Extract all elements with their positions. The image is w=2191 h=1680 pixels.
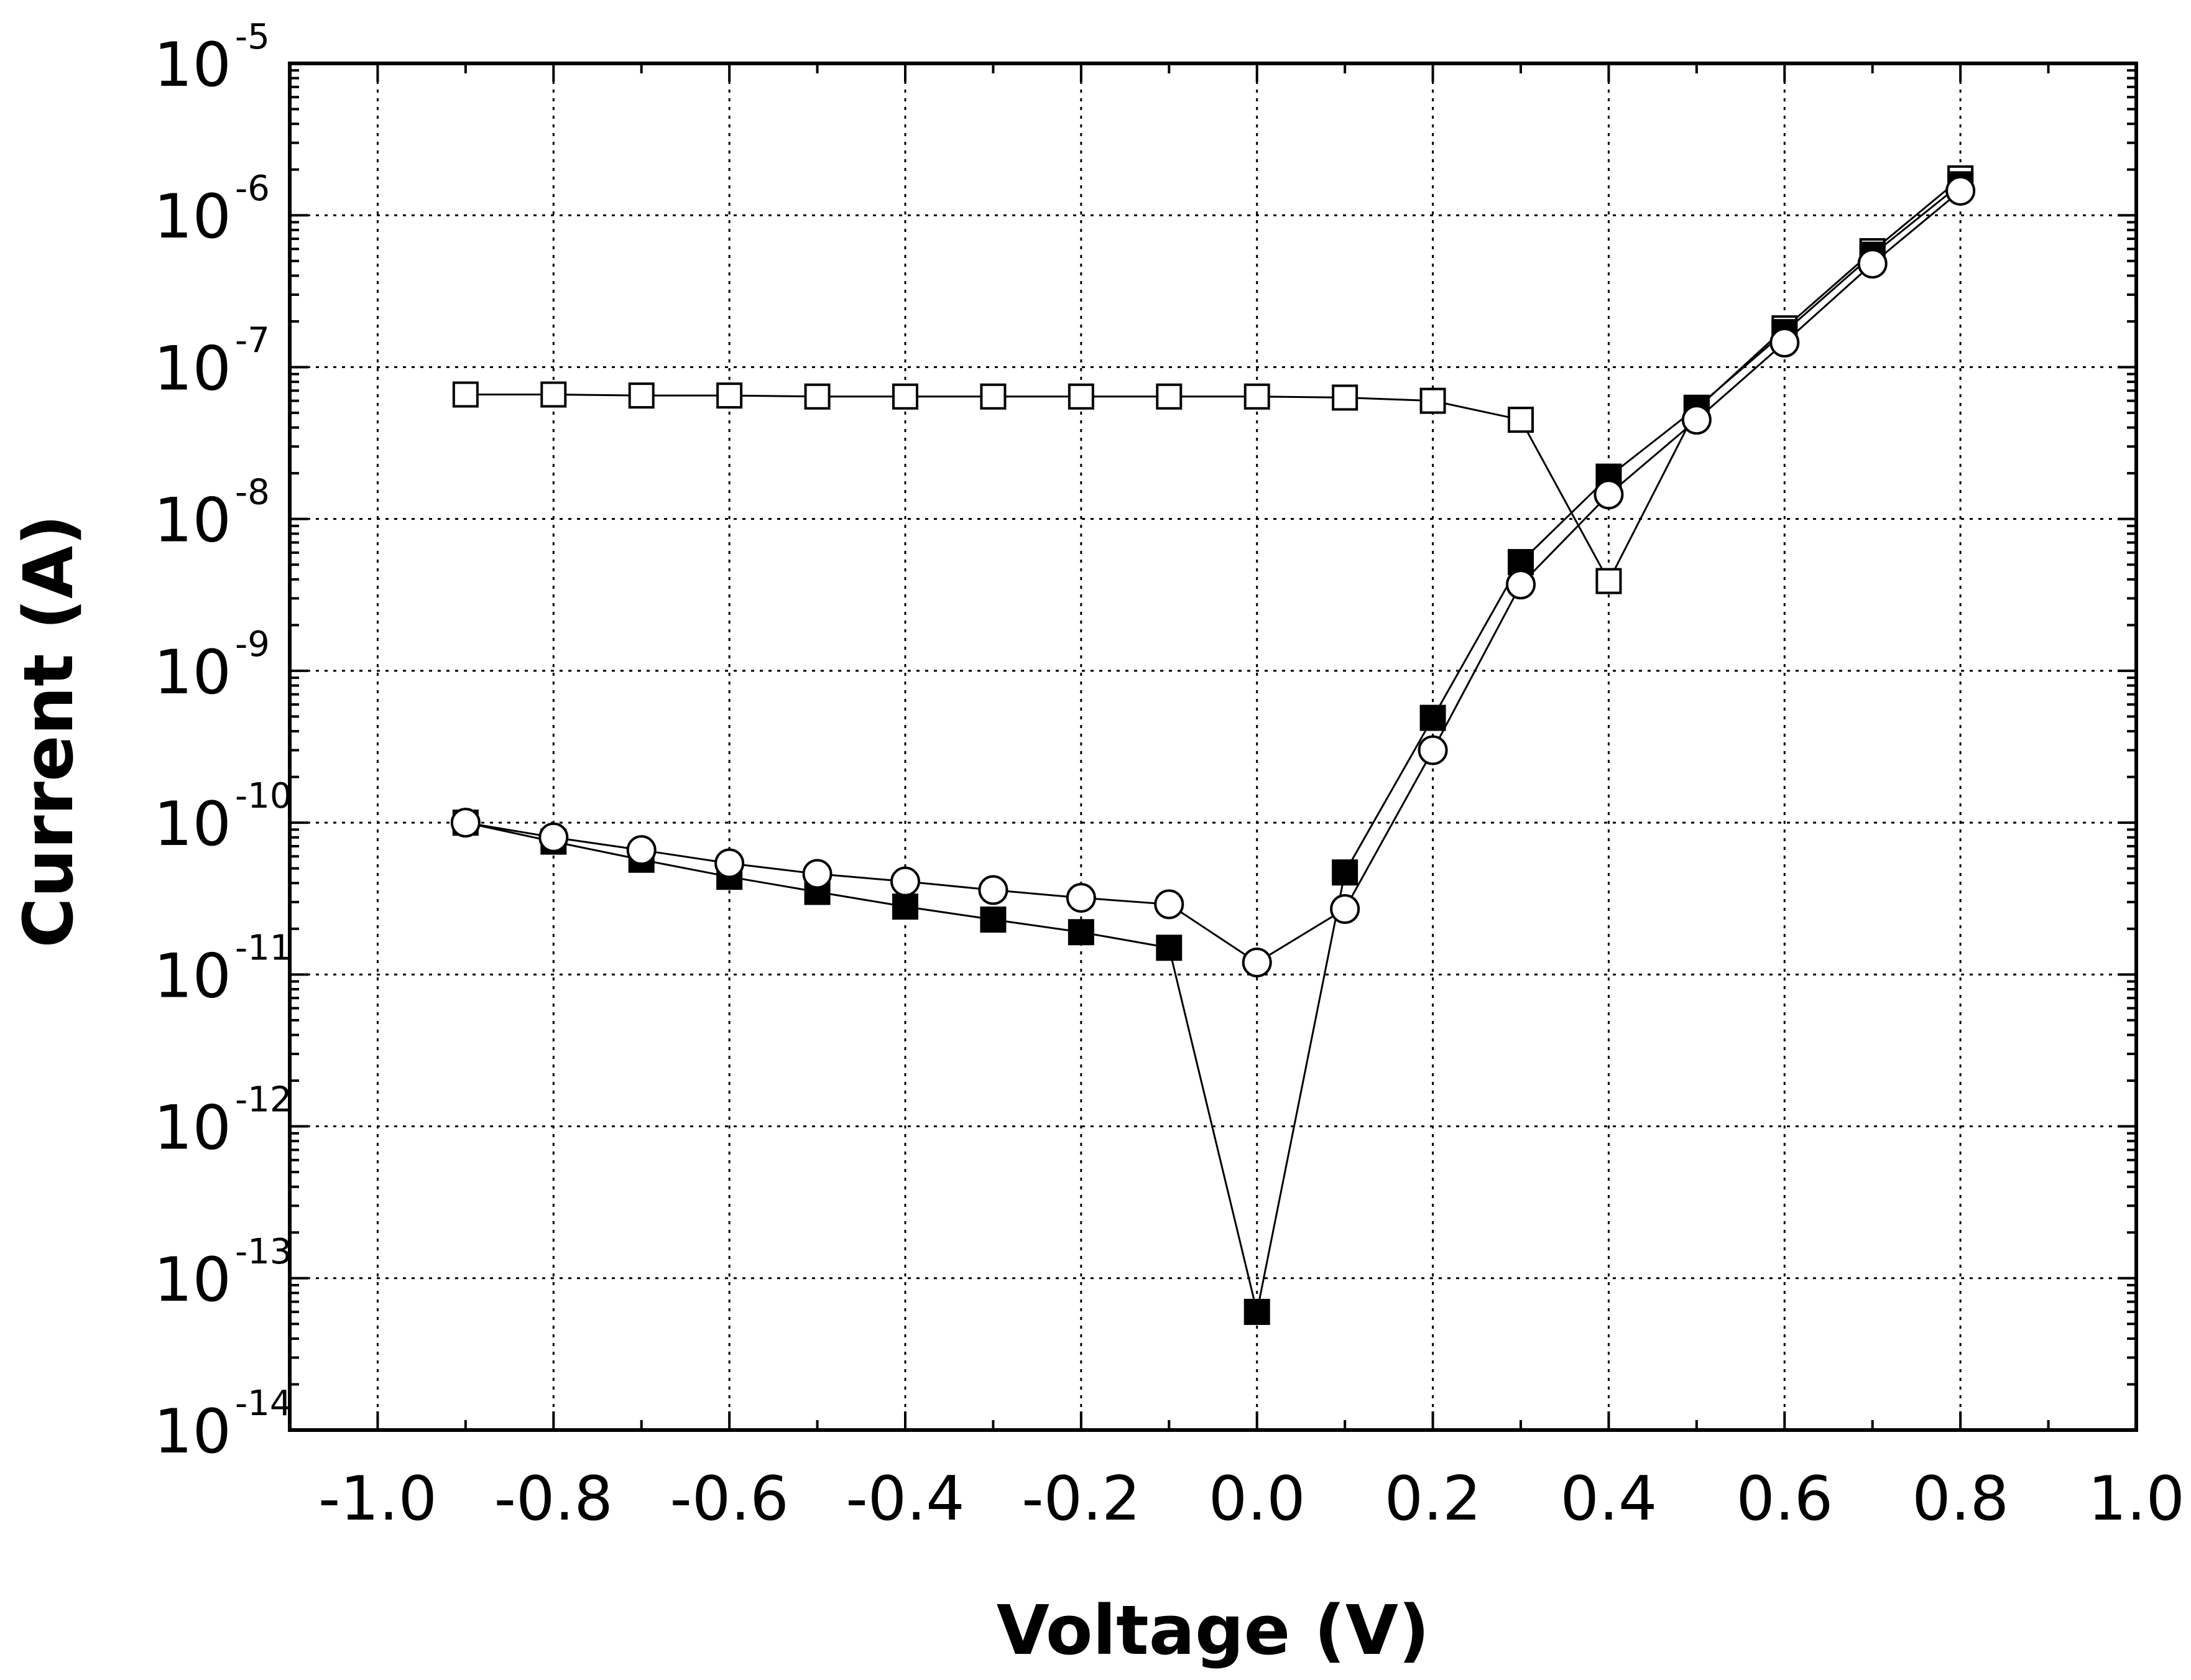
y-tick-exponent: -13	[235, 1232, 292, 1272]
data-point-open-circle	[450, 808, 481, 838]
data-point-open-circle	[1857, 249, 1888, 279]
data-point-open-square	[1508, 407, 1534, 433]
data-point-filled-square	[892, 893, 918, 920]
x-tick-label: -0.8	[494, 1464, 613, 1535]
data-point-open-circle	[1769, 328, 1800, 358]
data-point-open-square	[628, 382, 655, 409]
y-tick-exponent: -11	[235, 928, 292, 968]
data-point-open-circle	[1418, 735, 1448, 765]
x-tick-label: -1.0	[318, 1464, 437, 1535]
data-point-open-square	[1243, 383, 1270, 410]
data-point-open-square	[1332, 384, 1358, 411]
y-tick-label: 10	[154, 789, 231, 860]
y-tick-exponent: -12	[235, 1080, 292, 1120]
series-line	[465, 177, 1962, 583]
x-tick-label: -0.2	[1022, 1464, 1140, 1535]
data-point-open-circle	[1066, 882, 1096, 913]
x-tick-label: -0.4	[846, 1464, 964, 1535]
data-point-open-circle	[1681, 405, 1712, 435]
series-line	[465, 190, 1962, 964]
x-tick-label: 0.0	[1209, 1464, 1306, 1535]
data-point-open-square	[1419, 387, 1446, 414]
y-tick-exponent: -10	[235, 776, 292, 816]
data-point-open-square	[1595, 568, 1622, 594]
data-point-open-circle	[1242, 947, 1272, 977]
data-point-open-circle	[626, 835, 657, 865]
data-point-open-circle	[1506, 570, 1536, 600]
y-tick-exponent: -14	[235, 1383, 292, 1424]
series-line	[465, 183, 1962, 1313]
tick-labels: -1.0 -0.8 -0.6 -0.4 -0.2 0.0 0.2 0.4 0.6 0.8 1.0 10…	[154, 17, 2185, 1535]
data-point-filled-square	[1332, 859, 1358, 886]
data-point-open-square	[716, 382, 743, 409]
x-tick-label: 0.6	[1736, 1464, 1833, 1535]
y-tick-label: 10	[154, 1245, 231, 1316]
data-point-open-circle	[1154, 889, 1184, 920]
y-tick-exponent: -7	[235, 320, 270, 361]
series-group	[450, 165, 1976, 1325]
data-point-filled-square	[1068, 919, 1094, 946]
data-point-open-circle	[978, 875, 1008, 905]
y-axis-title: Current (A)	[9, 514, 88, 948]
x-axis-title: Voltage (V)	[997, 1590, 1430, 1670]
data-point-open-square	[1156, 383, 1183, 410]
plot-border	[288, 62, 2138, 1432]
x-tick-label: 0.2	[1385, 1464, 1482, 1535]
y-tick-label: 10	[154, 637, 231, 708]
data-point-open-square	[980, 383, 1007, 410]
y-tick-label: 10	[154, 182, 231, 252]
data-point-open-circle	[802, 859, 833, 889]
series-filled-square	[452, 171, 1974, 1325]
data-point-open-square	[540, 381, 567, 408]
x-tick-label: -0.6	[670, 1464, 789, 1535]
series-open-square	[452, 165, 1974, 594]
grid-lines	[290, 63, 2136, 1430]
y-tick-exponent: -5	[235, 17, 270, 57]
x-tick-label: 1.0	[2088, 1464, 2185, 1535]
x-tick-label: 0.4	[1560, 1464, 1657, 1535]
y-tick-label: 10	[154, 1093, 231, 1164]
y-tick-label: 10	[154, 941, 231, 1012]
data-point-open-circle	[890, 866, 920, 897]
data-point-open-circle	[1330, 893, 1360, 924]
axis-ticks	[288, 62, 2138, 1431]
x-tick-label: 0.8	[1912, 1464, 2009, 1535]
data-point-open-circle	[1594, 479, 1624, 510]
data-point-filled-square	[980, 906, 1007, 933]
plot-frame	[288, 62, 2138, 1432]
y-tick-label: 10	[154, 1396, 231, 1467]
data-point-filled-square	[1243, 1298, 1270, 1325]
data-point-filled-square	[1419, 704, 1446, 731]
y-tick-label: 10	[154, 30, 231, 101]
y-tick-label: 10	[154, 333, 231, 404]
data-point-open-square	[892, 383, 918, 410]
data-point-open-circle	[538, 822, 569, 852]
data-point-filled-square	[1156, 935, 1183, 961]
series-open-circle	[450, 175, 1976, 977]
data-point-open-square	[452, 381, 479, 408]
y-tick-exponent: -8	[235, 473, 270, 513]
y-tick-exponent: -6	[235, 168, 270, 209]
data-point-open-square	[804, 383, 831, 410]
data-point-open-circle	[714, 848, 745, 879]
data-point-open-square	[1068, 383, 1094, 410]
data-point-open-circle	[1945, 175, 1976, 206]
y-tick-exponent: -9	[235, 624, 270, 665]
y-tick-label: 10	[154, 486, 231, 556]
